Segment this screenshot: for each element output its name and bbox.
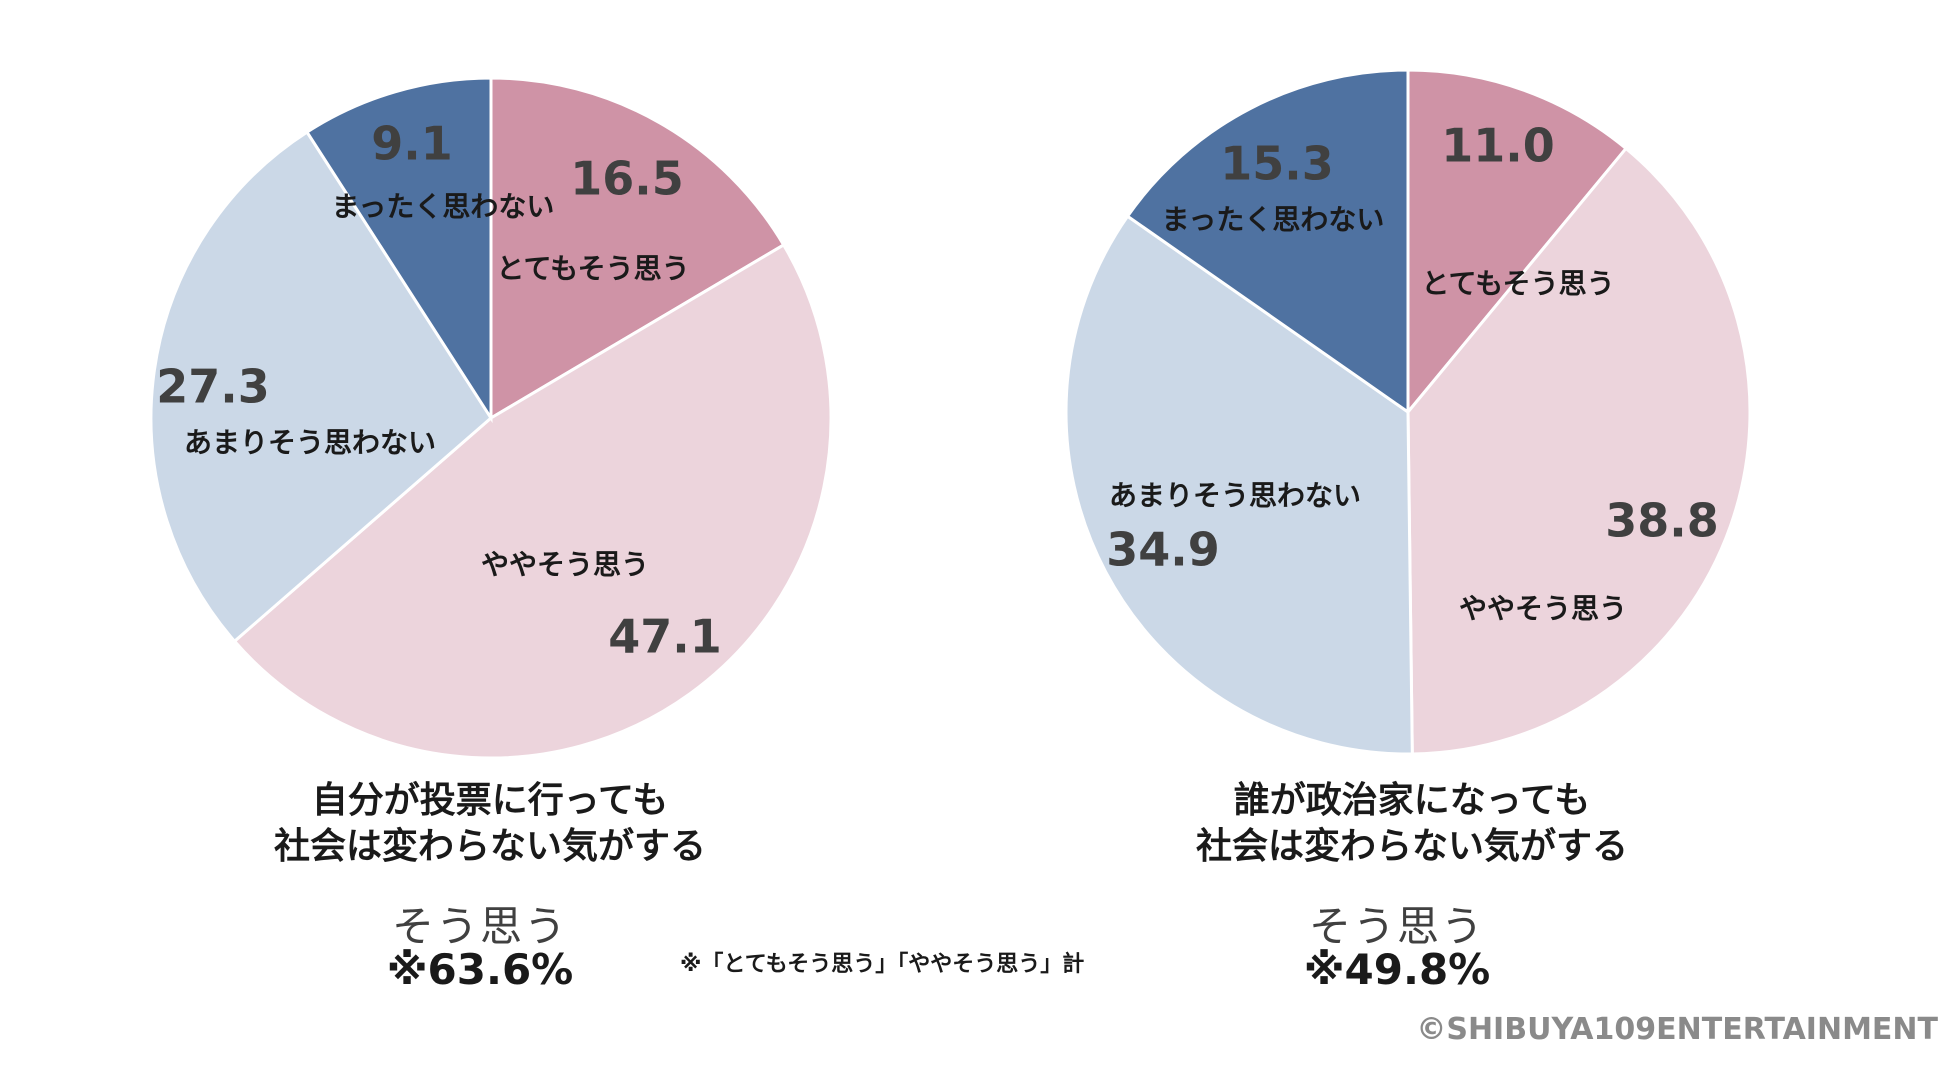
- data-label-not-at-all: 9.1: [371, 117, 453, 171]
- footnote: ※「とてもそう思う」「ややそう思う」計: [680, 952, 1085, 977]
- pie-slice-very-agree: [489, 76, 786, 421]
- category-label-very-agree: とてもそう思う: [496, 252, 689, 285]
- summary-value-vote: ※63.6%: [386, 945, 574, 994]
- chart-title-vote-line-2: 社会は変わらない気がする: [273, 826, 706, 867]
- pie-slice-not-really: [1064, 214, 1414, 756]
- chart-title-politician: 誰が政治家になっても 社会は変わらない気がする: [1062, 778, 1762, 870]
- data-label-not-at-all: 15.3: [1220, 137, 1334, 191]
- category-label-very-agree: とてもそう思う: [1421, 267, 1614, 300]
- category-label-not-at-all: まったく思わない: [332, 190, 555, 223]
- pie-chart-vote: 16.5 とてもそう思う 47.1 ややそう思う 27.3 あまりそう思わない 9.1 まった…: [149, 76, 833, 760]
- chart-title-vote: 自分が投票に行っても 社会は変わらない気がする: [140, 778, 840, 870]
- chart-title-politician-line-2: 社会は変わらない気がする: [1195, 826, 1628, 867]
- pie-slice-somewhat-agree: [1406, 146, 1752, 756]
- pie-slice-very-agree: [1406, 68, 1629, 417]
- data-label-not-really: 34.9: [1106, 523, 1220, 577]
- summary-label-vote: そう思う: [391, 902, 568, 951]
- pie-slice-not-at-all: [1125, 68, 1410, 415]
- category-label-somewhat-agree: ややそう思う: [1459, 592, 1627, 625]
- data-label-very-agree: 16.5: [570, 152, 684, 206]
- category-label-not-really: あまりそう思わない: [184, 426, 436, 459]
- summary-value-politician: ※49.8%: [1303, 945, 1491, 994]
- copyright: ©SHIBUYA109ENTERTAINMENT: [1416, 1012, 1938, 1047]
- chart-title-vote-line-1: 自分が投票に行っても: [311, 780, 669, 821]
- data-label-somewhat-agree: 47.1: [608, 610, 722, 664]
- data-label-not-really: 27.3: [156, 360, 270, 414]
- summary-label-politician: そう思う: [1308, 902, 1485, 951]
- category-label-not-at-all: まったく思わない: [1162, 203, 1385, 236]
- data-label-somewhat-agree: 38.8: [1605, 494, 1719, 548]
- category-label-not-really: あまりそう思わない: [1109, 479, 1361, 512]
- pie-slice-somewhat-agree: [232, 242, 833, 760]
- data-label-very-agree: 11.0: [1441, 119, 1555, 173]
- category-label-somewhat-agree: ややそう思う: [481, 548, 649, 581]
- chart-title-politician-line-1: 誰が政治家になっても: [1233, 780, 1591, 821]
- pie-slice-not-really: [149, 130, 493, 644]
- pie-chart-politician: 11.0 とてもそう思う 38.8 ややそう思う 34.9 あまりそう思わない 15.3 まっ…: [1064, 68, 1752, 756]
- pie-slice-not-at-all: [304, 76, 493, 424]
